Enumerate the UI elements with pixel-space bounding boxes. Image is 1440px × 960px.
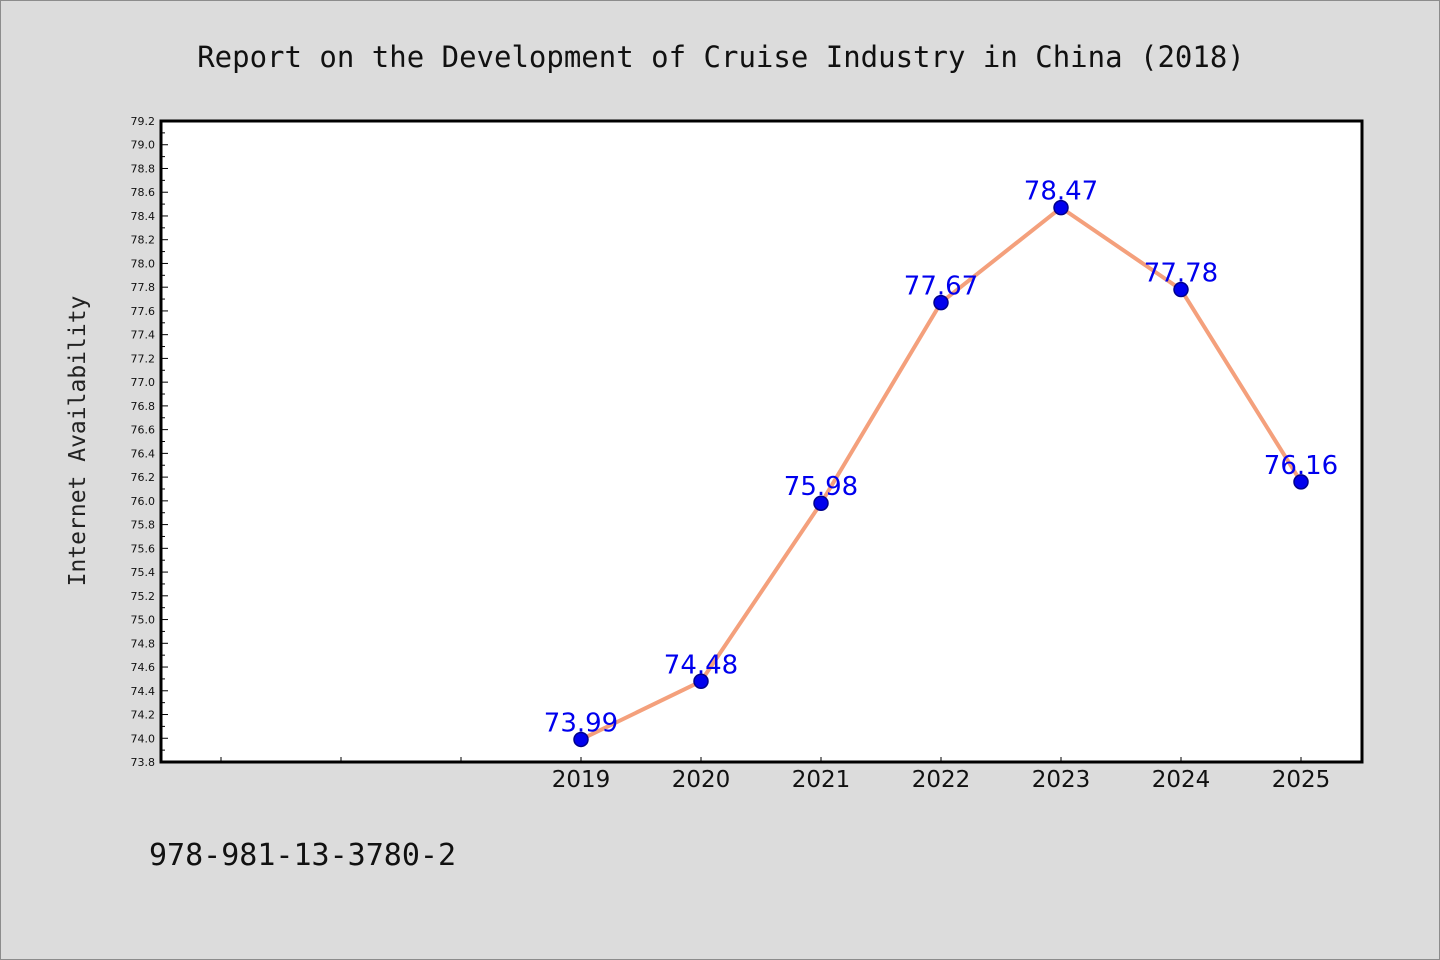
x-tick-label: 2021 <box>792 767 851 793</box>
y-tick-label: 77.4 <box>131 329 156 342</box>
y-tick-label: 76.8 <box>131 400 156 413</box>
y-tick-label: 78.4 <box>131 210 156 223</box>
y-tick-label: 75.2 <box>131 590 156 603</box>
y-tick-label: 77.2 <box>131 352 156 365</box>
data-label: 78.47 <box>1024 177 1098 207</box>
y-tick-label: 77.6 <box>131 305 156 318</box>
chart-title: Report on the Development of Cruise Indu… <box>197 40 1245 74</box>
y-tick-label: 78.6 <box>131 186 156 199</box>
y-tick-label: 79.0 <box>131 139 156 152</box>
data-point <box>933 294 949 311</box>
data-label: 76.16 <box>1264 451 1338 481</box>
y-tick-label: 78.2 <box>131 234 156 247</box>
plot-frame <box>159 119 1364 764</box>
y-tick-label: 79.2 <box>131 115 156 128</box>
data-point <box>1173 281 1189 298</box>
y-tick-label: 74.6 <box>131 661 156 674</box>
y-tick-label: 76.6 <box>131 424 156 437</box>
axis-ticks: 73.8 74.0 74.2 74.4 74.6 74.8 75.0 75.2 75.4 75.6… <box>131 115 1331 793</box>
data-labels: 73.99 74.48 75.98 77.67 78.47 77.78 76.16 <box>544 177 1338 739</box>
data-label: 75.98 <box>784 472 858 502</box>
footnote-isbn: 978-981-13-3780-2 <box>149 838 456 873</box>
y-axis-label: Internet Availability <box>65 296 91 587</box>
x-tick-label: 2022 <box>912 767 971 793</box>
y-tick-label: 76.2 <box>131 471 156 484</box>
y-tick-label: 73.8 <box>131 756 156 769</box>
y-tick-label: 74.8 <box>131 637 156 650</box>
y-tick-label: 78.8 <box>131 162 156 175</box>
data-label: 74.48 <box>664 650 738 680</box>
y-tick-label: 74.4 <box>131 685 156 698</box>
series-markers <box>573 199 1309 748</box>
y-tick-label: 74.2 <box>131 709 156 722</box>
y-tick-label: 75.6 <box>131 542 156 555</box>
y-tick-label: 77.0 <box>131 376 156 389</box>
y-tick-label: 74.0 <box>131 732 156 745</box>
data-label: 77.78 <box>1144 259 1218 289</box>
data-point <box>573 731 589 748</box>
plot-area <box>161 121 1362 762</box>
y-tick-label: 76.0 <box>131 495 156 508</box>
data-point <box>1293 474 1309 490</box>
y-tick-label: 75.8 <box>131 519 156 532</box>
data-label: 77.67 <box>904 272 978 302</box>
x-tick-label: 2020 <box>672 767 731 793</box>
y-tick-label: 78.0 <box>131 257 156 270</box>
x-tick-label: 2023 <box>1032 767 1091 793</box>
data-point <box>693 673 709 690</box>
x-tick-label: 2019 <box>552 767 611 793</box>
x-tick-label: 2024 <box>1152 767 1211 793</box>
y-tick-label: 75.0 <box>131 614 156 627</box>
y-tick-label: 77.8 <box>131 281 156 294</box>
data-point <box>1053 199 1069 216</box>
x-tick-label: 2025 <box>1272 767 1331 793</box>
y-tick-label: 75.4 <box>131 566 156 579</box>
data-point <box>813 495 829 511</box>
data-label: 73.99 <box>544 708 618 738</box>
y-tick-label: 76.4 <box>131 447 156 460</box>
